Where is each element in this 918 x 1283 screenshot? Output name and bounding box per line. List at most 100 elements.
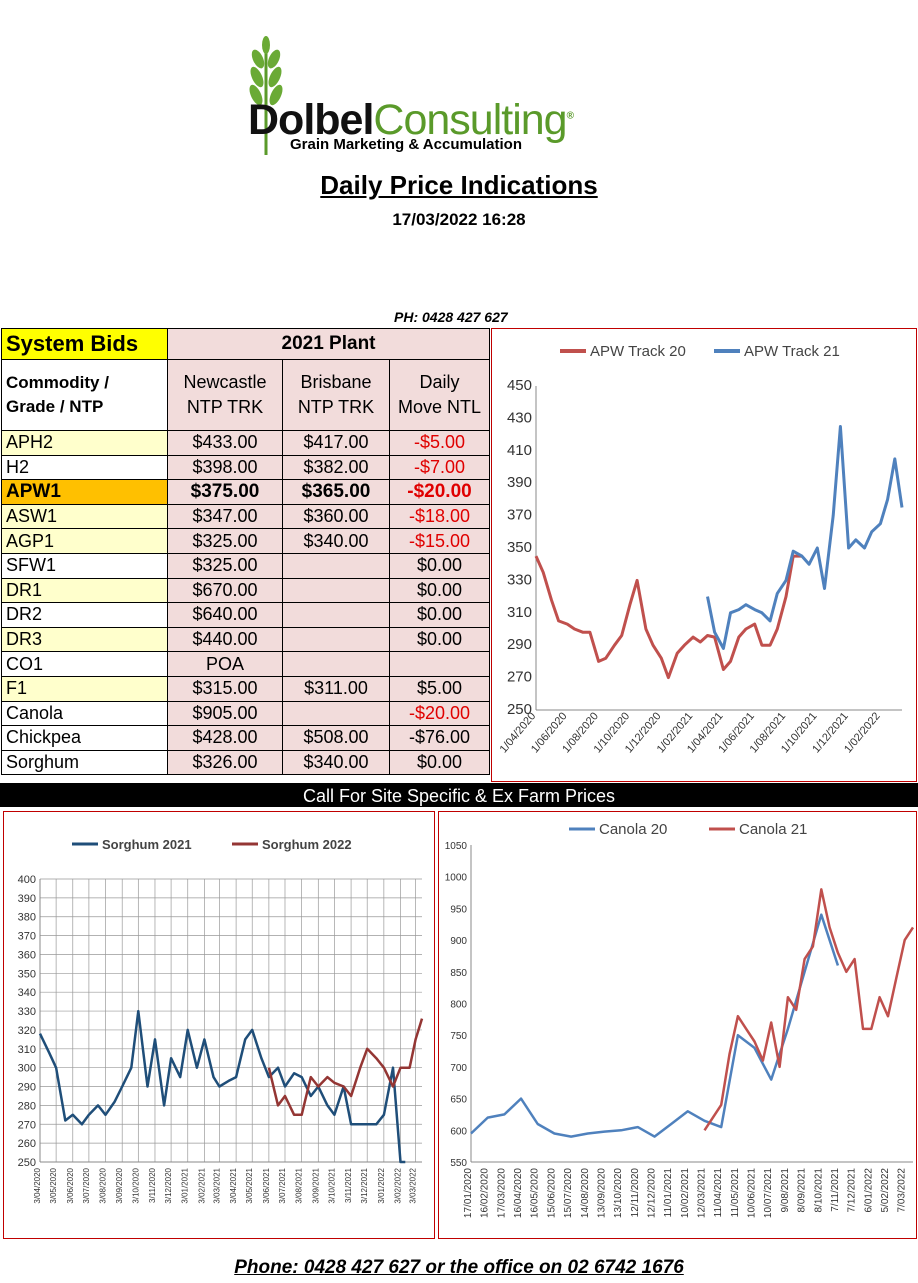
x-tick-label: 3/10/2021 [327, 1167, 336, 1203]
x-tick-label: 3/11/2020 [148, 1167, 157, 1203]
x-tick-label: 7/12/2021 [847, 1168, 858, 1213]
x-tick-label: 14/08/2020 [580, 1168, 591, 1218]
x-tick-label: 3/02/2021 [197, 1167, 206, 1203]
sorghum-chart: 250 260 270 280 290 300 310 320 330 340 350 360 370 3… [3, 811, 435, 1239]
x-tick-label: 3/03/2022 [409, 1167, 418, 1203]
logo-wordmark: DolbelConsulting® [248, 96, 574, 144]
x-tick-label: 10/06/2021 [747, 1168, 758, 1218]
newcastle-price-cell: POA [167, 651, 283, 677]
newcastle-price-cell: $640.00 [167, 602, 283, 628]
x-tick-label: 13/10/2020 [613, 1168, 624, 1218]
x-tick-label: 3/11/2021 [344, 1167, 353, 1203]
table-row: DR2 $640.00 $0.00 [1, 602, 490, 628]
newcastle-price-cell: $440.00 [167, 626, 283, 653]
timestamp: 17/03/2022 16:28 [392, 210, 526, 229]
y-tick-label: 450 [507, 377, 532, 394]
y-tick-label: 320 [18, 1025, 36, 1037]
y-tick-label: 850 [450, 968, 467, 979]
y-tick-label: 350 [18, 968, 36, 980]
x-tick-label: 3/10/2020 [131, 1167, 140, 1203]
x-tick-label: 16/04/2020 [513, 1168, 524, 1218]
x-tick-label: 3/07/2021 [278, 1167, 287, 1203]
brisbane-price-cell: $508.00 [282, 725, 390, 751]
x-tick-label: 3/09/2020 [115, 1167, 124, 1203]
daily-move-cell: -$7.00 [389, 454, 490, 481]
series-line [38, 1009, 406, 1164]
brisbane-price-cell [282, 626, 390, 653]
y-tick-label: 410 [507, 442, 532, 459]
series-line [470, 913, 840, 1138]
x-tick-label: 11/04/2021 [713, 1168, 724, 1218]
daily-move-cell: $5.00 [389, 675, 490, 702]
daily-move-cell [389, 651, 490, 677]
footer-phone: Phone: 0428 427 627 or the office on 02 … [234, 1257, 684, 1278]
commodity-cell: DR2 [1, 602, 168, 628]
table-row: SFW1 $325.00 $0.00 [1, 552, 490, 579]
x-tick-label: 16/05/2020 [530, 1168, 541, 1218]
table-row: APH2 $433.00 $417.00 -$5.00 [1, 430, 490, 456]
call-banner: Call For Site Specific & Ex Farm Prices [0, 783, 918, 807]
table-row: DR1 $670.00 $0.00 [1, 577, 490, 604]
x-tick-label: 8/10/2021 [813, 1168, 824, 1213]
y-tick-label: 290 [507, 636, 532, 653]
newcastle-header: Newcastle NTP TRK [167, 359, 283, 431]
commodity-cell: APW1 [1, 479, 168, 505]
y-tick-label: 550 [450, 1158, 467, 1169]
x-tick-label: 11/05/2021 [730, 1168, 741, 1218]
x-tick-label: 7/11/2021 [830, 1168, 841, 1212]
daily-move-cell: $0.00 [389, 602, 490, 628]
commodity-header: Commodity / Grade / NTP [1, 359, 168, 431]
brisbane-price-cell: $360.00 [282, 503, 390, 530]
y-tick-label: 310 [18, 1044, 36, 1056]
y-tick-label: 270 [507, 669, 532, 686]
newcastle-price-cell: $315.00 [167, 675, 283, 702]
y-tick-label: 800 [450, 1000, 467, 1011]
brisbane-price-cell [282, 552, 390, 579]
y-tick-label: 400 [18, 874, 36, 886]
brisbane-price-cell: $340.00 [282, 528, 390, 554]
y-tick-label: 300 [18, 1063, 36, 1075]
brisbane-price-cell: $382.00 [282, 454, 390, 481]
commodity-cell: AGP1 [1, 528, 168, 554]
daily-move-cell: -$15.00 [389, 528, 490, 554]
y-tick-label: 390 [18, 893, 36, 905]
series-line [267, 1018, 424, 1117]
wheat-icon [249, 36, 283, 155]
x-tick-label: 17/03/2020 [496, 1168, 507, 1218]
newcastle-price-cell: $905.00 [167, 700, 283, 727]
y-tick-label: 350 [507, 539, 532, 556]
table-row: Sorghum $326.00 $340.00 $0.00 [1, 749, 490, 776]
x-tick-label: 5/02/2022 [880, 1168, 891, 1213]
apw-track-chart: 250 270 290 310 330 350 370 390 410 430 450 1/04/20… [491, 328, 917, 782]
x-tick-label: 3/07/2020 [82, 1167, 91, 1203]
daily-move-cell: -$20.00 [389, 479, 490, 505]
move-header: Daily Move NTL [389, 359, 490, 431]
x-tick-label: 3/08/2020 [99, 1167, 108, 1203]
legend-label: Sorghum 2022 [262, 837, 352, 852]
daily-move-cell: $0.00 [389, 577, 490, 604]
brisbane-price-cell: $340.00 [282, 749, 390, 776]
commodity-cell: H2 [1, 454, 168, 481]
x-tick-label: 16/02/2020 [480, 1168, 491, 1218]
price-table: System Bids 2021 Plant Commodity / Grade … [1, 328, 490, 776]
table-row: APW1 $375.00 $365.00 -$20.00 [1, 479, 490, 505]
legend-label: APW Track 21 [744, 343, 840, 360]
logo-tagline: Grain Marketing & Accumulation [290, 136, 522, 153]
y-tick-label: 250 [507, 701, 532, 718]
x-tick-label: 7/03/2022 [897, 1168, 908, 1213]
page-title: Daily Price Indications [320, 170, 598, 200]
commodity-cell: Canola [1, 700, 168, 727]
daily-move-cell: -$20.00 [389, 700, 490, 727]
y-tick-label: 600 [450, 1126, 467, 1137]
brisbane-price-cell: $365.00 [282, 479, 390, 505]
y-tick-label: 1050 [445, 841, 468, 852]
y-tick-label: 900 [450, 936, 467, 947]
x-tick-label: 12/03/2021 [697, 1168, 708, 1218]
series-line [706, 425, 904, 650]
table-row: DR3 $440.00 $0.00 [1, 626, 490, 653]
plant-header: 2021 Plant [167, 328, 490, 360]
x-tick-label: 10/07/2021 [763, 1168, 774, 1218]
x-tick-label: 3/05/2021 [245, 1167, 254, 1203]
newcastle-price-cell: $326.00 [167, 749, 283, 776]
legend-label: Canola 20 [599, 821, 667, 838]
